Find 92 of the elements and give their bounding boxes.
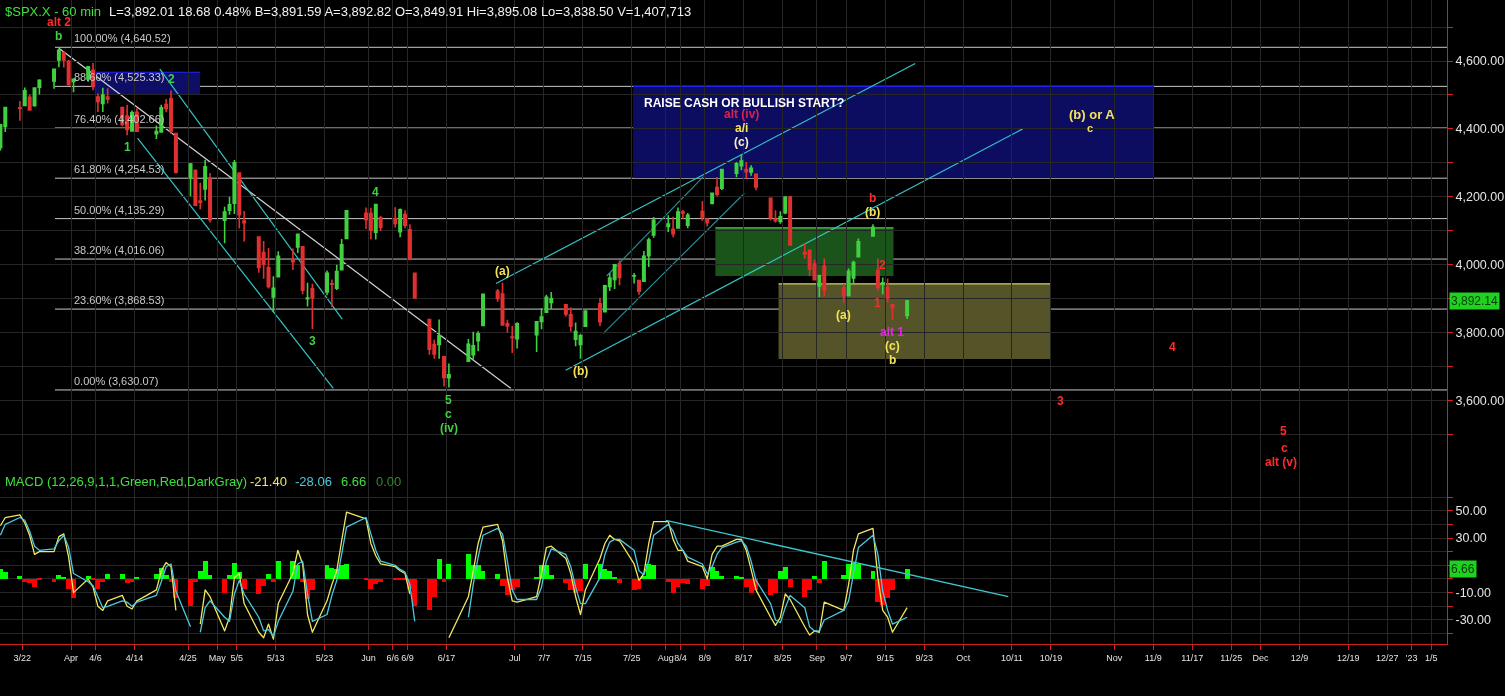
annotation: 4 (372, 185, 379, 199)
y-tick-label: 3,600.00 (1455, 393, 1505, 408)
annotation: 5 (1280, 424, 1287, 438)
ref-line-label: 50.00% (4,135.29) (74, 204, 165, 216)
y-tick-label: 4,400.00 (1455, 122, 1505, 137)
x-tick-label: Apr (64, 652, 79, 663)
annotation: RAISE CASH OR BULLISH START? (644, 96, 845, 110)
annotation: 6.66 (341, 474, 367, 489)
x-tick-label: Sep (808, 652, 825, 663)
y-tick-label: -10.00 (1455, 586, 1491, 601)
x-tick-label: 11/9 (1144, 652, 1162, 663)
chart-title: MACD (12,26,9,1,1,Green,Red,DarkGray) (5, 474, 248, 489)
y-tick-label: -30.00 (1455, 613, 1491, 628)
annotation: c (1281, 441, 1288, 455)
x-tick-label: Jul (508, 652, 521, 663)
x-tick-label: 5/5 (230, 652, 244, 663)
annotation: a/i (735, 121, 749, 135)
annotation: 2 (879, 258, 886, 272)
annotation: (c) (734, 135, 749, 149)
annotation: b (55, 29, 63, 43)
annotation: 0.00 (376, 474, 402, 489)
x-tick-label: May (208, 652, 227, 663)
x-tick-label: 12/19 (1337, 652, 1360, 663)
x-tick-label: 10/19 (1039, 652, 1063, 663)
annotation: 3 (1057, 394, 1064, 408)
x-tick-label: 8/25 (774, 652, 792, 663)
annotation: -21.40 (250, 474, 287, 489)
annotation: (iv) (440, 421, 458, 435)
x-tick-label: 7/25 (622, 652, 641, 663)
x-tick-label: 1/5 (1424, 652, 1438, 663)
x-tick-label: 7/7 (537, 652, 551, 663)
x-tick-label: 9/23 (915, 652, 933, 663)
x-tick-label: Nov (1106, 652, 1123, 663)
text: 3,892.14 (1451, 294, 1499, 308)
y-tick-label: 30.00 (1455, 531, 1487, 546)
x-tick-label: Dec (1252, 652, 1270, 663)
ref-line-label: 23.60% (3,868.53) (74, 294, 165, 306)
x-tick-label: 12/9 (1290, 652, 1309, 663)
annotation: b (889, 353, 897, 367)
ref-line-label: 0.00% (3,630.07) (74, 375, 159, 387)
x-tick-label: 4/6 (89, 652, 102, 663)
annotation: alt (iv) (724, 107, 760, 121)
annotation: (b) (573, 364, 589, 378)
x-tick-label: 5/13 (267, 652, 285, 663)
annotation: b (869, 191, 877, 205)
annotation: 1 (874, 296, 881, 310)
x-tick-label: 11/25 (1220, 652, 1243, 663)
x-tick-label: 5/23 (315, 652, 334, 663)
annotation: 2 (168, 72, 175, 86)
ref-line-label: 38.20% (4,016.06) (74, 244, 165, 256)
x-tick-label: 12/27 (1376, 652, 1399, 663)
text: 6.66 (1451, 562, 1475, 576)
annotation: (a) (495, 264, 510, 278)
x-tick-label: 6/17 (437, 652, 456, 663)
annotation: 5 (445, 393, 452, 407)
y-tick-label: 4,000.00 (1455, 257, 1505, 272)
y-tick-label: 3,800.00 (1455, 325, 1505, 340)
x-tick-label: '23 (1405, 652, 1418, 663)
annotation: (a) (836, 308, 851, 322)
x-tick-label: 3/22 (13, 652, 32, 663)
annotation: (b) or A (1069, 107, 1116, 122)
annotation: alt 2 (47, 15, 72, 29)
x-tick-label: 6/9 (401, 652, 414, 663)
x-tick-label: 11/17 (1181, 652, 1204, 663)
x-tick-label: 10/11 (1001, 652, 1023, 663)
annotation: 3 (309, 334, 316, 348)
x-tick-label: 8/4 (674, 652, 687, 663)
y-tick-label: 4,200.00 (1455, 190, 1505, 205)
x-tick-label: Jun (361, 652, 376, 663)
x-tick-label: 9/15 (876, 652, 894, 663)
y-tick-label: 4,600.00 (1455, 54, 1505, 69)
ref-line-label: 100.00% (4,640.52) (74, 32, 171, 44)
x-tick-label: 4/14 (125, 652, 144, 663)
annotation: 4 (1169, 340, 1176, 354)
annotation: c (1087, 122, 1094, 134)
x-tick-label: Aug (657, 652, 674, 663)
annotation: (b) (865, 205, 881, 219)
x-tick-label: 7/15 (574, 652, 592, 663)
annotation: -28.06 (295, 474, 332, 489)
x-tick-label: 8/17 (735, 652, 753, 663)
chart-subtitle: L=3,892.01 18.68 0.48% B=3,891.59 A=3,892.82 O=3,849.91 Hi=3,895.08 Lo=3,838.50 V=1,407,713 (109, 4, 692, 19)
x-tick-label: 6/6 (386, 652, 400, 663)
annotation: 1 (124, 140, 131, 154)
x-tick-label: 4/25 (179, 652, 197, 663)
x-tick-label: Oct (956, 652, 971, 663)
x-tick-label: 8/9 (698, 652, 712, 663)
annotation: c (445, 407, 452, 421)
annotation: alt 1 (880, 325, 905, 339)
annotation: (c) (885, 339, 900, 353)
x-tick-label: 9/7 (839, 652, 853, 663)
annotation: alt (v) (1265, 455, 1298, 469)
y-tick-label: 50.00 (1455, 504, 1487, 519)
